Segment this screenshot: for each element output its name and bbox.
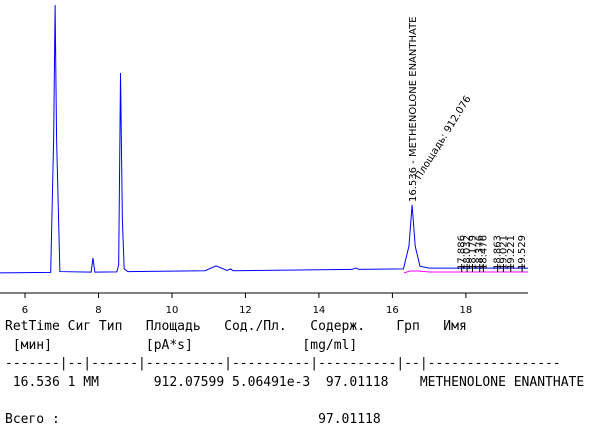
integration-baseline bbox=[403, 270, 528, 274]
x-tick-label: 12 bbox=[239, 305, 252, 316]
chart: 6 8 10 12 14 16 18 16.536 - METHENOLONE ENANTHA… bbox=[0, 4, 528, 316]
report-line: Всего : 97.01118 bbox=[5, 411, 381, 427]
x-tick-label: 8 bbox=[95, 305, 101, 316]
peak-time-label: 18.476 bbox=[478, 235, 489, 270]
x-tick-label: 6 bbox=[22, 305, 28, 316]
x-tick-label: 14 bbox=[313, 305, 326, 316]
trace bbox=[0, 4, 528, 274]
peak-time-label: 18.179 bbox=[467, 235, 478, 270]
x-tick-label: 10 bbox=[166, 305, 179, 316]
peak-time-label: 18.376 bbox=[475, 235, 486, 270]
report-line: 16.536 1 MM 912.07599 5.06491e-3 97.0111… bbox=[5, 374, 585, 390]
report: RetTime Сиг Тип Площадь Сод./Пл. Содерж.… bbox=[5, 318, 584, 429]
peak-time-label: 17.886 bbox=[457, 235, 468, 270]
report-line: -------|--|------|----------|----------|… bbox=[5, 356, 561, 371]
report-line: RetTime Сиг Тип Площадь Сод./Пл. Содерж.… bbox=[5, 319, 467, 334]
report-line: [мин] [pA*s] [mg/ml] bbox=[5, 337, 358, 353]
x-tick-label: 18 bbox=[460, 305, 473, 316]
x-tick-label: 16 bbox=[386, 305, 399, 316]
peak-time-label: 18.032 bbox=[462, 235, 473, 270]
peak-label: 16.536 - METHENOLONE ENANTHATE bbox=[408, 16, 419, 202]
peak-time-label: 18.863 bbox=[493, 235, 504, 270]
report-line bbox=[5, 392, 584, 411]
peak-time-label: 19.529 bbox=[517, 235, 528, 270]
area-label: Площадь: 912.076 bbox=[413, 94, 473, 181]
peak-time-label: 19.221 bbox=[506, 235, 517, 270]
peak-time-label: 19.021 bbox=[498, 235, 509, 270]
